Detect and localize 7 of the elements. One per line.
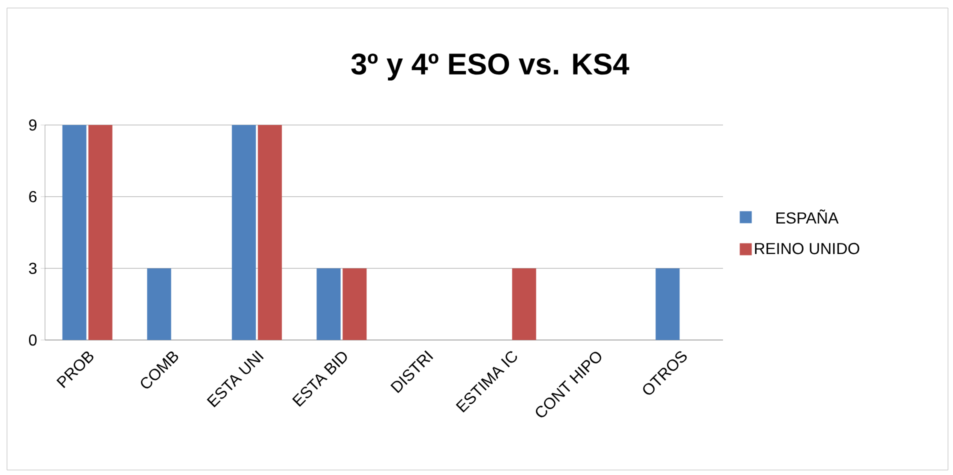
y-tick-label: 0: [28, 334, 37, 346]
legend-label: ESPAÑA: [776, 209, 839, 224]
y-tick-label: 3: [28, 262, 37, 274]
y-tick-label: 6: [29, 191, 37, 202]
y-tick-label: 9: [29, 119, 36, 131]
chart-title: 3º y 4º ESO vs. KS4: [351, 53, 630, 81]
legend-label: REINO UNIDO: [755, 242, 860, 254]
